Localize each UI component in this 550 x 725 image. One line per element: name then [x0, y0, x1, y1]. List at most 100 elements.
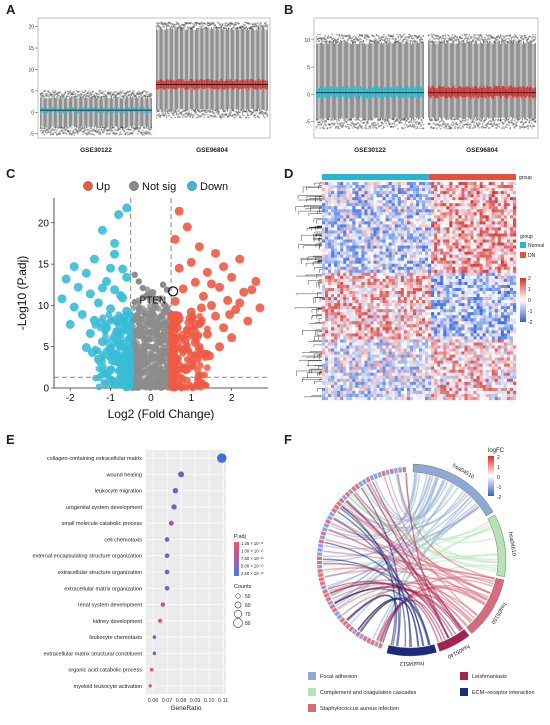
outlier [48, 91, 51, 94]
heatmap-cell [434, 206, 438, 210]
outlier [492, 124, 495, 127]
heatmap-cell [367, 182, 371, 186]
heatmap-cell [452, 203, 456, 207]
box [144, 107, 146, 112]
outlier [128, 133, 130, 136]
outlier [261, 113, 264, 115]
outlier [158, 26, 160, 29]
outlier [231, 27, 234, 30]
heatmap-cell [361, 197, 365, 201]
outlier [114, 91, 117, 93]
heatmap-cell [428, 221, 432, 225]
heatmap-cell [346, 212, 350, 216]
outlier [122, 95, 124, 97]
heatmap-cell [443, 203, 447, 207]
outlier [118, 92, 120, 95]
heatmap-cell [461, 185, 465, 189]
outlier [419, 35, 421, 37]
heatmap-cell [419, 212, 423, 216]
outlier [478, 124, 480, 126]
outlier [209, 111, 211, 113]
heatmap-cell [400, 203, 405, 207]
outlier [473, 37, 475, 40]
outlier [125, 132, 128, 134]
outlier [437, 35, 439, 37]
legend-label: Not sig [142, 181, 176, 193]
heatmap-cell [373, 209, 377, 213]
outlier [109, 92, 112, 94]
outlier [392, 37, 395, 40]
box [353, 86, 355, 97]
outlier [209, 24, 211, 27]
outlier [83, 131, 85, 133]
outlier [79, 94, 82, 97]
heatmap-cell [388, 182, 392, 186]
heatmap-cell [367, 212, 371, 216]
outlier [517, 119, 520, 121]
heatmap-cell [485, 203, 489, 207]
outlier [481, 36, 484, 39]
heatmap-cell [437, 185, 441, 189]
outlier [67, 92, 69, 95]
outlier [391, 38, 393, 41]
heatmap-cell [385, 188, 389, 192]
outlier [495, 37, 497, 39]
box [500, 88, 502, 99]
box [465, 87, 467, 98]
outlier [213, 22, 215, 25]
box [488, 87, 490, 98]
outlier [234, 24, 236, 26]
outlier [430, 126, 432, 128]
heatmap-cell [503, 212, 508, 216]
outlier [238, 113, 240, 116]
heatmap-cell [428, 206, 432, 210]
outlier [357, 125, 360, 128]
heatmap-cell [322, 203, 326, 207]
heatmap-cell [337, 188, 341, 192]
outlier [529, 125, 532, 127]
outlier [43, 134, 46, 136]
box [187, 80, 189, 90]
outlier [67, 94, 69, 96]
box [58, 108, 60, 113]
heatmap-cell [470, 197, 474, 201]
heatmap-cell [494, 191, 499, 195]
outlier [365, 37, 367, 40]
heatmap-cell [497, 194, 502, 198]
notsig-point [141, 360, 149, 368]
heatmap-cell [400, 212, 405, 216]
heatmap-cell [388, 194, 392, 198]
outlier [402, 127, 404, 130]
outlier [531, 37, 533, 40]
box [148, 109, 150, 114]
heatmap-cell [415, 182, 420, 186]
heatmap-cell [370, 209, 374, 213]
heatmap-cell [334, 194, 338, 198]
outlier [517, 40, 520, 43]
heatmap-cell [431, 197, 435, 201]
outlier [461, 125, 463, 128]
heatmap-cell [446, 212, 450, 216]
heatmap-cell [434, 188, 438, 192]
heatmap-cell [458, 209, 462, 213]
heatmap-cell [322, 185, 326, 189]
heatmap-cell [385, 200, 389, 204]
outlier [56, 134, 58, 136]
up-point [255, 303, 265, 313]
outlier [133, 94, 135, 96]
outlier [534, 36, 537, 39]
heatmap-cell [358, 218, 362, 222]
heatmap-cell [379, 221, 383, 225]
outlier [499, 36, 502, 38]
heatmap-cell [373, 203, 377, 207]
down-point [69, 302, 79, 312]
outlier [475, 39, 478, 41]
notsig-point [139, 347, 147, 355]
outlier [83, 94, 85, 96]
heatmap-cell [346, 182, 350, 186]
heatmap-cell [343, 215, 347, 219]
heatmap-cell [497, 209, 502, 213]
outlier [259, 23, 261, 26]
heatmap-cell [458, 212, 462, 216]
outlier [51, 129, 53, 132]
